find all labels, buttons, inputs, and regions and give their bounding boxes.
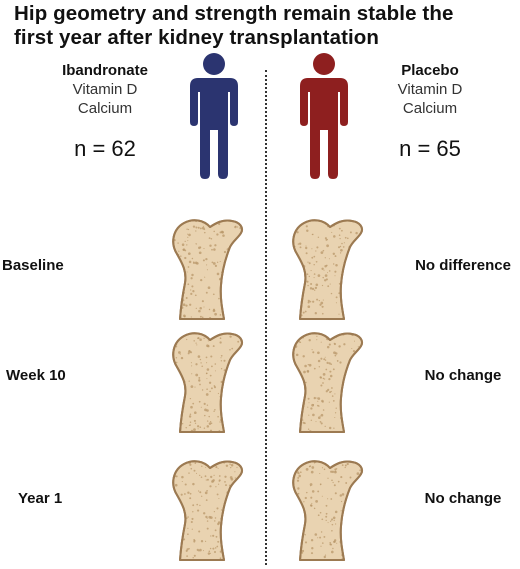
left-group-info: Ibandronate Vitamin D Calcium: [40, 62, 170, 117]
result-year-1: No change: [424, 490, 502, 507]
row-label-week-10: Week 10: [6, 367, 66, 384]
femur-bone-icon-left-year-1: [172, 460, 243, 561]
right-person-icon: [300, 53, 348, 179]
femur-bone-icon-right-week-10: [292, 332, 363, 433]
left-group-line-2: Calcium: [77, 100, 133, 117]
femur-bone-icon-left-week-10: [172, 332, 243, 433]
group-divider: [265, 70, 267, 565]
left-group-name: Ibandronate: [62, 62, 148, 79]
row-label-year-1: Year 1: [18, 490, 63, 507]
left-person-shape: [190, 53, 238, 179]
row-label-baseline: Baseline: [2, 257, 64, 274]
right-group-line-2: Calcium: [402, 100, 458, 117]
title-line-2: first year after kidney transplantation: [14, 26, 380, 49]
left-group-line-1: Vitamin D: [72, 81, 138, 98]
diagram-title: Hip geometry and strength remain stable …: [14, 2, 514, 50]
title-line-1: Hip geometry and strength remain stable …: [14, 2, 454, 25]
femur-bone-icon-right-baseline: [292, 219, 363, 320]
left-person-icon: [190, 53, 238, 179]
right-group-name: Placebo: [401, 62, 459, 79]
right-group-line-1: Vitamin D: [397, 81, 463, 98]
left-group-n: n = 62: [74, 136, 136, 161]
right-group-info: Placebo Vitamin D Calcium: [360, 62, 500, 117]
result-week-10: No change: [424, 367, 502, 384]
femur-bone-icon-left-baseline: [172, 219, 243, 320]
femur-bone-icon-right-year-1: [292, 460, 363, 561]
right-group-n: n = 65: [399, 136, 461, 161]
result-baseline: No difference: [415, 257, 511, 274]
right-person-shape: [300, 53, 348, 179]
